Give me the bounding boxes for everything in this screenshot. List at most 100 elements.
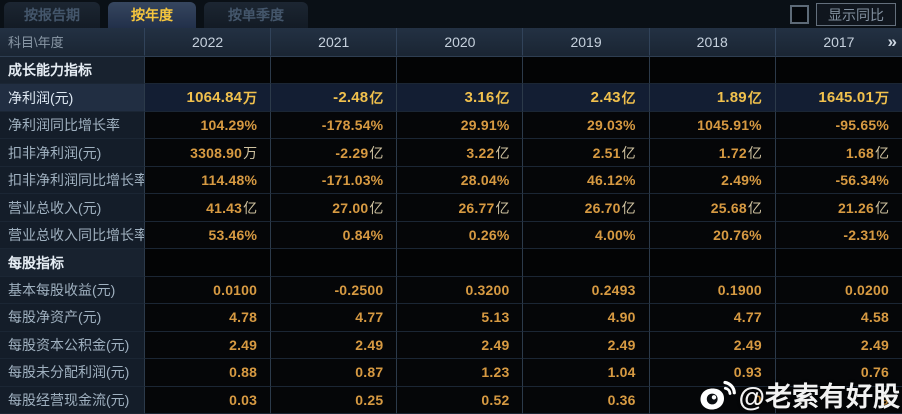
value-cell: 3.16 亿 [397, 84, 524, 112]
value-cell [775, 57, 902, 85]
value-cell: 1064.84 万 [145, 84, 272, 112]
value-cell: 1045.91% [649, 111, 776, 140]
value-cell: -2.48 亿 [271, 84, 398, 112]
value-cell: 5.13 [397, 304, 524, 332]
period-tabbar: 按报告期 按年度 按单季度 显示同比 [0, 0, 902, 28]
value-cell: 2.51 亿 [523, 139, 650, 167]
row-label: 每股净资产(元) [0, 304, 145, 332]
value-cell [145, 249, 272, 277]
value-cell: 0.87 [271, 359, 398, 387]
value-cell: 2.49 [397, 331, 524, 360]
value-cell: -171.03% [271, 166, 398, 195]
value-cell: 114.48% [145, 166, 272, 195]
value-cell: 0.52 [397, 386, 524, 414]
table-row[interactable]: 净利润同比增长率 104.29% -178.54% 29.91% 29.03% 1045.… [0, 111, 902, 140]
value-cell: -2.31% [775, 221, 902, 250]
row-label: 扣非净利润同比增长率 [0, 166, 145, 195]
show-yoy-button[interactable]: 显示同比 [816, 3, 896, 26]
table-row[interactable]: 净利润(元) 1064.84 万 -2.48 亿 3.16 亿 2.43 亿 1.89 亿 1645.… [0, 84, 902, 112]
value-cell: 9 [775, 386, 902, 414]
value-cell: 0.84% [271, 221, 398, 250]
value-cell: -178.54% [271, 111, 398, 140]
row-label: 营业总收入同比增长率 [0, 221, 145, 250]
value-cell: 0.26% [397, 221, 524, 250]
value-cell: 1.23 [397, 359, 524, 387]
value-cell: 0.88 [145, 359, 272, 387]
value-cell: 0.1900 [649, 276, 776, 305]
value-cell: 1.72 亿 [649, 139, 776, 167]
year-header-2020: 2020 [397, 28, 524, 56]
value-cell: -0.2500 [271, 276, 398, 305]
value-cell: 2.49 [271, 331, 398, 360]
value-cell: 26.77 亿 [397, 194, 524, 222]
value-cell [397, 57, 524, 85]
tab-by-year[interactable]: 按年度 [108, 2, 196, 28]
value-cell: 4.58 [775, 304, 902, 332]
value-cell: 1.68 亿 [775, 139, 902, 167]
value-cell [145, 57, 272, 85]
row-label: 成长能力指标 [0, 57, 145, 85]
value-cell: 1.04 [523, 359, 650, 387]
value-cell: 2.49 [145, 331, 272, 360]
value-cell: 1.89 亿 [649, 84, 776, 112]
top-controls: 显示同比 [790, 3, 896, 26]
table-row[interactable]: 每股经营现金流(元) 0.03 0.25 0.52 0.36 0 9 [0, 386, 902, 414]
year-header-2021: 2021 [271, 28, 398, 56]
row-label: 营业总收入(元) [0, 194, 145, 222]
value-cell: 2.49 [523, 331, 650, 360]
table-header-row: 科目\年度 2022 2021 2020 2019 2018 2017 » [0, 28, 902, 57]
show-yoy-checkbox[interactable] [790, 5, 809, 24]
table-body: 成长能力指标 净利润(元) 1064.84 万 -2.48 亿 3.16 亿 2.43 亿 1.89… [0, 57, 902, 414]
table-row[interactable]: 每股净资产(元) 4.78 4.77 5.13 4.90 4.77 4.58 [0, 304, 902, 332]
row-label: 净利润(元) [0, 84, 145, 112]
table-row[interactable]: 每股资本公积金(元) 2.49 2.49 2.49 2.49 2.49 2.49 [0, 331, 902, 360]
table-row[interactable]: 扣非净利润(元) 3308.90 万 -2.29 亿 3.22 亿 2.51 亿 1.72 亿 1.6… [0, 139, 902, 167]
table-row[interactable]: 每股未分配利润(元) 0.88 0.87 1.23 1.04 0.93 0.76 [0, 359, 902, 387]
corner-header: 科目\年度 [0, 28, 145, 56]
value-cell: 29.03% [523, 111, 650, 140]
year-header-2018: 2018 [649, 28, 776, 56]
value-cell: 3308.90 万 [145, 139, 272, 167]
value-cell: 0 [649, 386, 776, 414]
value-cell: 53.46% [145, 221, 272, 250]
value-cell: 2.43 亿 [523, 84, 650, 112]
value-cell: 104.29% [145, 111, 272, 140]
year-header-label: 2017 [823, 33, 855, 50]
row-label: 每股经营现金流(元) [0, 386, 145, 414]
section-row: 每股指标 [0, 249, 902, 277]
value-cell [397, 249, 524, 277]
value-cell [523, 249, 650, 277]
tab-by-report-period[interactable]: 按报告期 [4, 2, 100, 28]
value-cell: 0.0200 [775, 276, 902, 305]
value-cell: 26.70 亿 [523, 194, 650, 222]
value-cell: 4.77 [271, 304, 398, 332]
value-cell: 4.78 [145, 304, 272, 332]
value-cell: -2.29 亿 [271, 139, 398, 167]
year-header-2022: 2022 [145, 28, 272, 56]
value-cell: 0.25 [271, 386, 398, 414]
value-cell: 25.68 亿 [649, 194, 776, 222]
section-row: 成长能力指标 [0, 57, 902, 85]
value-cell: 0.3200 [397, 276, 524, 305]
value-cell: 0.93 [649, 359, 776, 387]
tab-by-single-quarter[interactable]: 按单季度 [204, 2, 308, 28]
value-cell: -56.34% [775, 166, 902, 195]
value-cell: 0.0100 [145, 276, 272, 305]
table-row[interactable]: 基本每股收益(元) 0.0100 -0.2500 0.3200 0.2493 0.1900… [0, 276, 902, 305]
value-cell: -95.65% [775, 111, 902, 140]
row-label: 扣非净利润(元) [0, 139, 145, 167]
row-label: 净利润同比增长率 [0, 111, 145, 140]
year-header-2017: 2017 » [775, 28, 902, 56]
value-cell: 2.49 [775, 331, 902, 360]
value-cell [649, 57, 776, 85]
table-row[interactable]: 营业总收入同比增长率 53.46% 0.84% 0.26% 4.00% 20.76% -2.… [0, 221, 902, 250]
value-cell: 0.36 [523, 386, 650, 414]
table-row[interactable]: 营业总收入(元) 41.43 亿 27.00 亿 26.77 亿 26.70 亿 25.68 亿 21… [0, 194, 902, 222]
value-cell: 4.77 [649, 304, 776, 332]
table-row[interactable]: 扣非净利润同比增长率 114.48% -171.03% 28.04% 46.12% 2.4… [0, 166, 902, 195]
value-cell: 0.03 [145, 386, 272, 414]
value-cell: 41.43 亿 [145, 194, 272, 222]
value-cell [649, 249, 776, 277]
more-columns-icon[interactable]: » [887, 31, 897, 51]
